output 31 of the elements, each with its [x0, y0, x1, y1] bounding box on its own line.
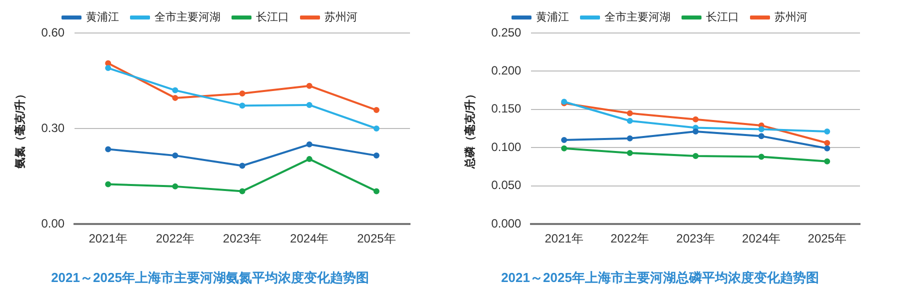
y-axis-title: 氨氮（毫克/升） [14, 88, 27, 170]
text: 2021～2025年上海市主要河湖氨氮平均浓度变化趋势图 [51, 270, 369, 285]
x-tick-label: 2023年 [222, 232, 262, 246]
y-tick-label: 0.150 [491, 102, 522, 116]
y-tick-label: 0.200 [491, 64, 522, 78]
legend-label: 全市主要河湖 [154, 10, 220, 24]
y-tick-label: 0.100 [491, 140, 522, 154]
x-tick-label: 2023年 [676, 232, 715, 246]
legend-label: 长江口 [256, 10, 289, 24]
y-tick-label: 0.050 [491, 178, 522, 192]
y-tick-label: 0.60 [41, 25, 65, 40]
y-tick-label: 0.30 [41, 120, 65, 135]
legend-label: 苏州河 [324, 10, 358, 24]
x-tick-label: 2024年 [742, 232, 781, 246]
legend-label: 苏州河 [774, 10, 808, 24]
y-axis-title: 总磷（毫克/升） [464, 88, 477, 170]
x-tick-label: 2024年 [290, 232, 329, 246]
text: 2021～2025年上海市主要河湖总磷平均浓度变化趋势图 [501, 270, 819, 285]
x-tick-label: 2021年 [544, 232, 584, 246]
x-tick-label: 2021年 [88, 232, 128, 246]
x-tick-label: 2022年 [610, 232, 650, 246]
legend-label: 黄浦江 [86, 10, 119, 24]
x-tick-label: 2025年 [808, 232, 846, 246]
legend-label: 黄浦江 [536, 10, 569, 24]
x-tick-label: 2022年 [156, 232, 195, 246]
x-tick-label: 2025年 [357, 232, 396, 246]
y-tick-label: 0.000 [491, 216, 522, 230]
y-tick-label: 0.250 [491, 25, 522, 40]
legend-label: 长江口 [706, 10, 739, 24]
legend-label: 全市主要河湖 [604, 10, 670, 24]
y-tick-label: 0.00 [41, 216, 65, 230]
